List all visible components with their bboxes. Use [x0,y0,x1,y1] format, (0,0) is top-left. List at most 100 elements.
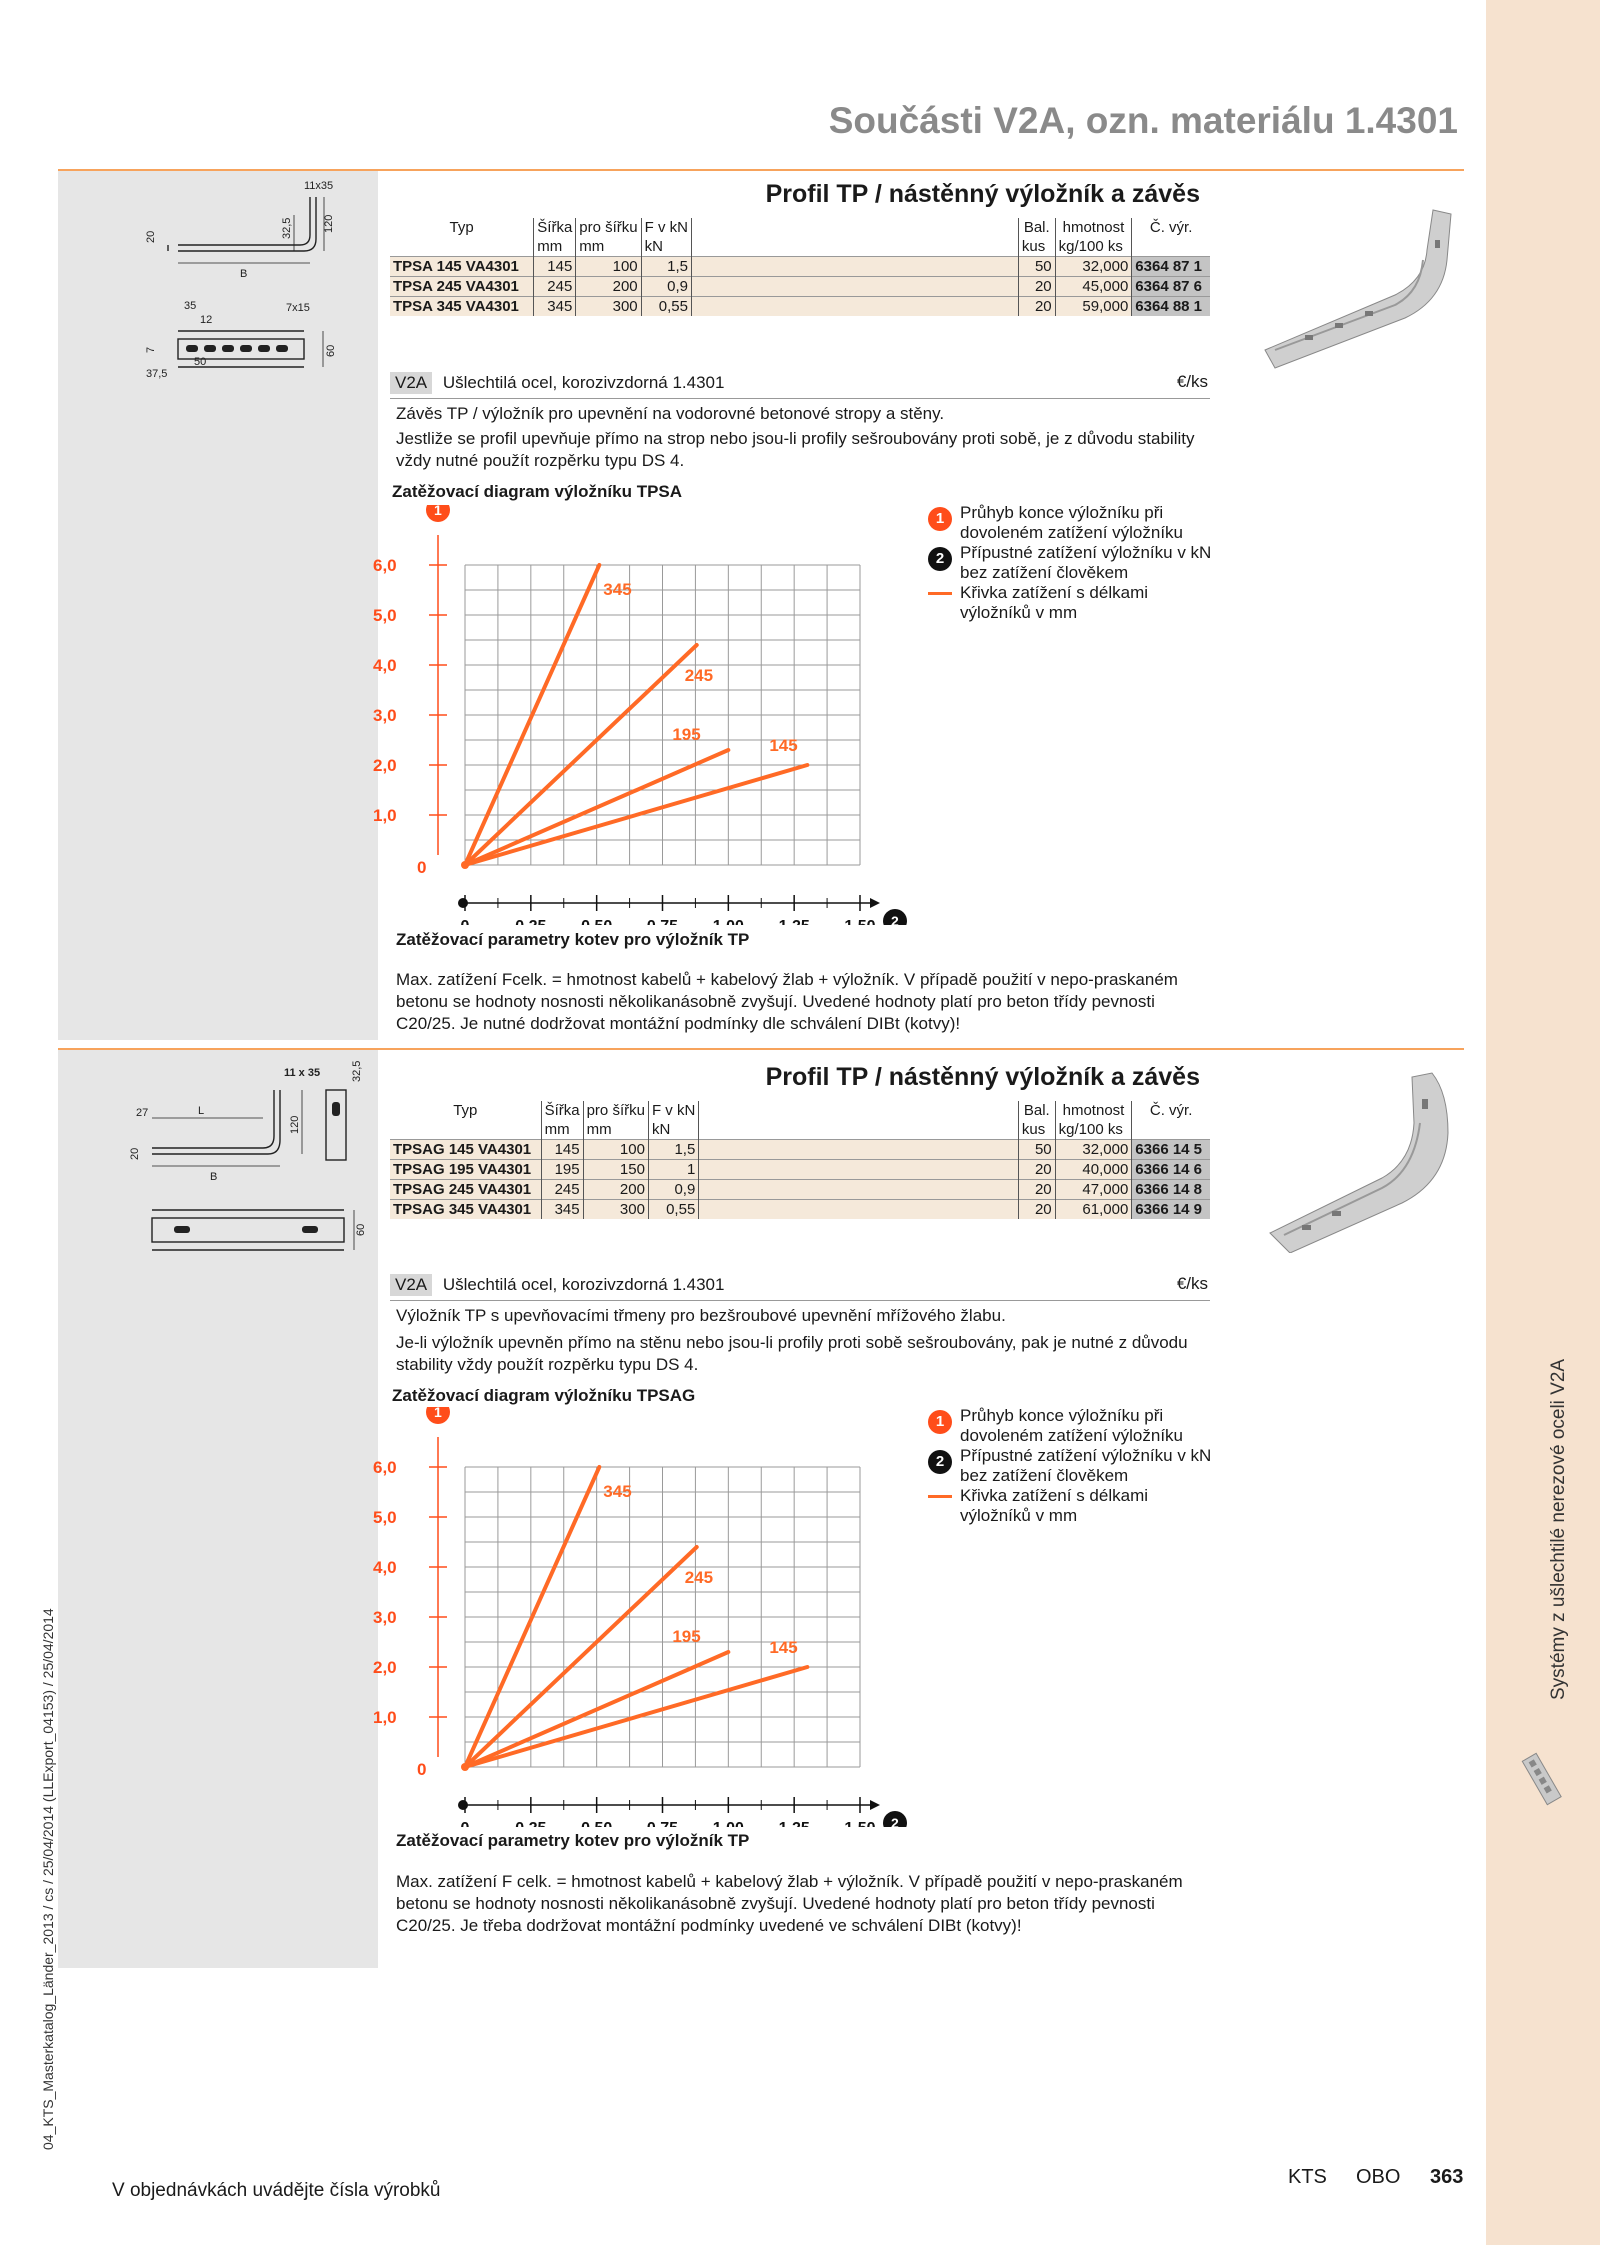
side-category-text: Systémy z ušlechtilé nerezové oceli V2A [1548,1358,1569,1700]
dim-label: B [210,1171,217,1183]
dim-label: 120 [289,1116,301,1134]
document-meta-text: 04_KTS_Masterkatalog_Länder_2013 / cs / … [40,1608,56,2150]
dim-label: 60 [325,345,337,357]
series-label: 145 [769,736,797,755]
footnote: Max. zatížení F celk. = hmotnost kabelů … [396,1872,1183,1935]
series-label: 195 [672,1627,700,1646]
load-diagram-chart: 0 1,0 2,0 3,0 4,0 5,0 6,0 1 0 0,25 0,50 0,75 1,00 1,2… [373,1407,907,1827]
x-tick-label: 1,50 [844,918,875,925]
y-tick-label: 6,0 [373,556,397,575]
order-number: 6364 87 6 [1131,276,1210,297]
section-divider [58,169,1464,171]
y-axis-badge [426,1407,450,1424]
dim-label: 7x15 [286,302,310,314]
table-row: TPSAG 145 VA4301 145 100 1,5 50 32,000 6… [390,1139,1210,1160]
x-tick-label: 0 [461,918,470,925]
load-diagram-chart: 0 1,0 2,0 3,0 4,0 5,0 6,0 1 0 0,25 0,50 0,75 1,00 1,2… [373,505,907,925]
dim-label: 32,5 [351,1061,363,1082]
y-tick-label: 2,0 [373,756,397,775]
description: Výložník TP s upevňovacími třmeny pro be… [396,1306,1006,1325]
x-tick-label: 0,25 [515,1820,546,1827]
badge-2-icon: 2 [928,1450,952,1474]
dim-label: 7 [145,347,157,353]
x-tick-label: 1,25 [779,918,810,925]
diagram-title: Zatěžovací diagram výložníku TPSAG [392,1386,696,1405]
dim-label: 35 [184,300,196,312]
legend: 1 Průhyb konce výložníku při dovoleném z… [928,503,1218,623]
y-axis-badge-label: 1 [434,505,442,518]
footer-kts: KTS [1288,2166,1327,2188]
x-axis-badge-label: 2 [891,1815,899,1827]
badge-1-icon: 1 [928,507,952,531]
section-divider [58,1048,1464,1050]
x-tick-label: 0,75 [647,1820,678,1827]
y-axis-badge [426,505,450,522]
col-header: hmotnost [1054,218,1132,237]
product-thumbnail-icon [1521,1752,1562,1806]
x-tick-label: 0,75 [647,918,678,925]
spec-table: Typ Šířka pro šířku F v kN Bal. hmotnost… [390,1101,1210,1219]
table-row: TPSA 145 VA4301 145 100 1,5 50 32,000 63… [390,256,1210,277]
order-number: 6366 14 9 [1131,1199,1210,1219]
spec-table: Typ Šířka pro šířku F v kN Bal. hmotnost… [390,218,1210,316]
x-axis-origin-dot [458,898,468,908]
dim-label: B [240,268,247,280]
unit-cell: mm [533,237,576,257]
dim-label: 27 [136,1107,148,1119]
product-photo [1269,1072,1449,1253]
table-row: TPSAG 345 VA4301 345 300 0,55 20 61,000 … [390,1199,1210,1219]
note: Jestliže se profil upevňuje přímo na str… [396,429,1195,470]
x-axis-arrow [870,1800,880,1810]
x-axis-badge-label: 2 [891,913,899,925]
table-row: TPSAG 195 VA4301 195 150 1 20 40,000 636… [390,1159,1210,1180]
x-axis-origin-dot [458,1800,468,1810]
side-band [1486,0,1600,2245]
legend-item: Křivka zatížení s délkami výložníků v mm [928,583,1218,623]
product-photo [1264,209,1452,369]
table-row: TPSA 245 VA4301 245 200 0,9 20 45,000 63… [390,276,1210,297]
legend-item: 2 Přípustné zatížení výložníku v kN bez … [928,1446,1218,1486]
x-axis-badge [883,909,907,925]
dimension-drawing: 11 x 35 32,5 27 L 120 20 B 60 [129,1061,367,1251]
section-title: Profil TP / nástěnný výložník a závěs [765,1063,1200,1091]
dim-label: 37,5 [146,368,167,380]
unit-cell: kus [1017,237,1056,257]
page-number: 363 [1430,2166,1464,2188]
y-tick-label: 0 [417,1760,426,1779]
col-header: Č. výr. [1131,1101,1210,1120]
col-header: hmotnost [1054,1101,1132,1120]
unit-cell: kN [647,1120,699,1140]
series-line-245 [463,643,699,867]
y-tick-label: 1,0 [373,806,397,825]
dim-label: L [198,1105,204,1117]
table-row: TPSAG 245 VA4301 245 200 0,9 20 47,000 6… [390,1179,1210,1200]
y-tick-label: 4,0 [373,1558,397,1577]
price-unit: €/ks [1176,372,1208,391]
material-text: Ušlechtilá ocel, korozivzdorná 1.4301 [442,1275,725,1294]
col-header: Bal. [1017,1101,1056,1120]
dim-label: 32,5 [281,218,293,239]
y-tick-label: 3,0 [373,706,397,725]
material-text: Ušlechtilá ocel, korozivzdorná 1.4301 [442,373,725,392]
dim-label: 60 [355,1224,367,1236]
y-tick-label: 6,0 [373,1458,397,1477]
series-line-245 [463,1545,699,1769]
x-tick-label: 0,25 [515,918,546,925]
unit-cell: mm [582,1120,649,1140]
series-line-195 [463,1650,731,1769]
x-tick-label: 0,50 [581,918,612,925]
order-number: 6366 14 5 [1131,1139,1210,1160]
col-header: F v kN [640,218,692,237]
y-tick-label: 4,0 [373,656,397,675]
anchor-title: Zatěžovací parametry kotev pro výložník … [396,930,750,949]
order-number: 6366 14 6 [1131,1159,1210,1180]
col-header: F v kN [647,1101,699,1120]
unit-cell: kN [640,237,692,257]
dim-label: 50 [194,356,206,368]
y-tick-label: 2,0 [373,1658,397,1677]
x-axis-arrow [870,898,880,908]
y-tick-label: 0 [417,858,426,877]
y-tick-label: 5,0 [373,606,397,625]
drawing-panel: 11x35 20 32,5 120 B 35 12 7x15 7 37,5 50… [58,171,378,1040]
order-number: 6364 87 1 [1131,256,1210,277]
